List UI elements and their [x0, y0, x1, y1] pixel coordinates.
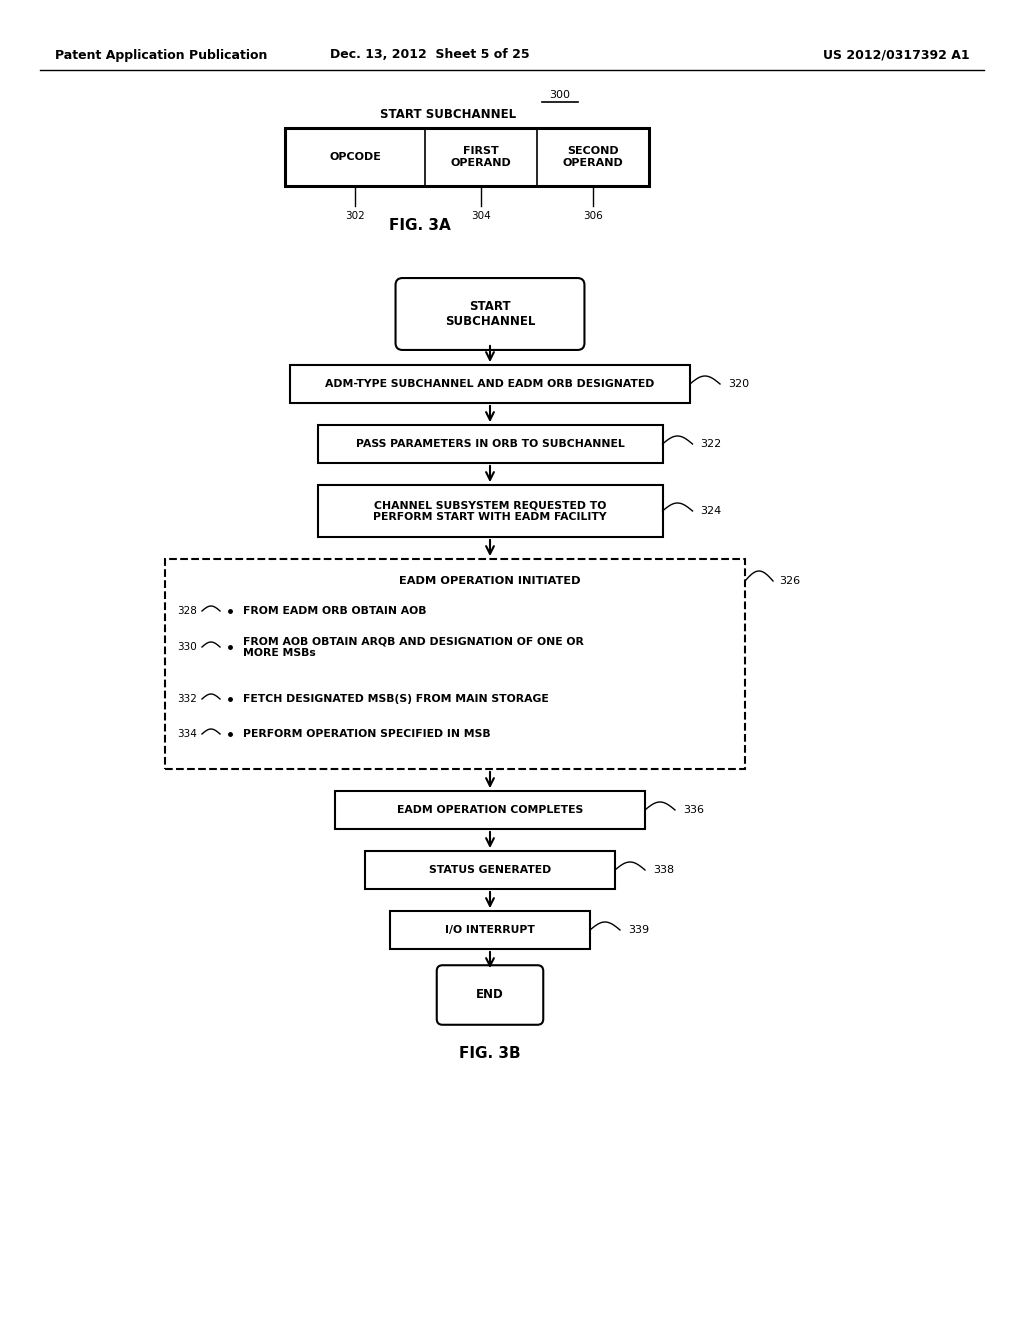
Text: FIG. 3A: FIG. 3A — [389, 218, 451, 232]
FancyBboxPatch shape — [437, 965, 544, 1024]
Text: START SUBCHANNEL: START SUBCHANNEL — [380, 108, 516, 121]
Text: 302: 302 — [345, 211, 365, 220]
Text: EADM OPERATION INITIATED: EADM OPERATION INITIATED — [399, 576, 581, 586]
Text: 320: 320 — [728, 379, 750, 389]
FancyBboxPatch shape — [335, 791, 645, 829]
Text: END: END — [476, 989, 504, 1002]
Text: 322: 322 — [700, 440, 722, 449]
Text: PERFORM OPERATION SPECIFIED IN MSB: PERFORM OPERATION SPECIFIED IN MSB — [243, 729, 490, 739]
FancyBboxPatch shape — [390, 911, 590, 949]
Text: ADM-TYPE SUBCHANNEL AND EADM ORB DESIGNATED: ADM-TYPE SUBCHANNEL AND EADM ORB DESIGNA… — [326, 379, 654, 389]
Text: FIG. 3B: FIG. 3B — [459, 1047, 521, 1061]
FancyBboxPatch shape — [290, 366, 690, 403]
Text: FROM AOB OBTAIN ARQB AND DESIGNATION OF ONE OR
MORE MSBs: FROM AOB OBTAIN ARQB AND DESIGNATION OF … — [243, 636, 584, 657]
FancyBboxPatch shape — [395, 279, 585, 350]
Text: SECOND
OPERAND: SECOND OPERAND — [562, 147, 624, 168]
FancyBboxPatch shape — [365, 851, 615, 888]
Text: 304: 304 — [471, 211, 490, 220]
FancyBboxPatch shape — [317, 484, 663, 537]
Text: PASS PARAMETERS IN ORB TO SUBCHANNEL: PASS PARAMETERS IN ORB TO SUBCHANNEL — [355, 440, 625, 449]
Text: 336: 336 — [683, 805, 705, 814]
Text: OPCODE: OPCODE — [329, 152, 381, 162]
FancyBboxPatch shape — [165, 558, 745, 770]
Text: 328: 328 — [177, 606, 197, 616]
Text: Patent Application Publication: Patent Application Publication — [55, 49, 267, 62]
Text: 334: 334 — [177, 729, 197, 739]
Text: 326: 326 — [779, 576, 800, 586]
Text: 330: 330 — [177, 642, 197, 652]
Text: US 2012/0317392 A1: US 2012/0317392 A1 — [823, 49, 970, 62]
Text: I/O INTERRUPT: I/O INTERRUPT — [445, 925, 535, 935]
Text: 306: 306 — [583, 211, 603, 220]
Text: 338: 338 — [653, 865, 674, 875]
Text: 339: 339 — [628, 925, 649, 935]
Text: 300: 300 — [550, 90, 570, 100]
Text: EADM OPERATION COMPLETES: EADM OPERATION COMPLETES — [397, 805, 583, 814]
Text: 332: 332 — [177, 694, 197, 704]
Text: Dec. 13, 2012  Sheet 5 of 25: Dec. 13, 2012 Sheet 5 of 25 — [330, 49, 529, 62]
Text: CHANNEL SUBSYSTEM REQUESTED TO
PERFORM START WITH EADM FACILITY: CHANNEL SUBSYSTEM REQUESTED TO PERFORM S… — [373, 500, 607, 521]
Text: START
SUBCHANNEL: START SUBCHANNEL — [444, 300, 536, 327]
Text: FROM EADM ORB OBTAIN AOB: FROM EADM ORB OBTAIN AOB — [243, 606, 427, 616]
Text: FIRST
OPERAND: FIRST OPERAND — [451, 147, 511, 168]
Text: FETCH DESIGNATED MSB(S) FROM MAIN STORAGE: FETCH DESIGNATED MSB(S) FROM MAIN STORAG… — [243, 694, 549, 704]
FancyBboxPatch shape — [285, 128, 649, 186]
Text: 324: 324 — [700, 506, 722, 516]
FancyBboxPatch shape — [317, 425, 663, 463]
Text: STATUS GENERATED: STATUS GENERATED — [429, 865, 551, 875]
